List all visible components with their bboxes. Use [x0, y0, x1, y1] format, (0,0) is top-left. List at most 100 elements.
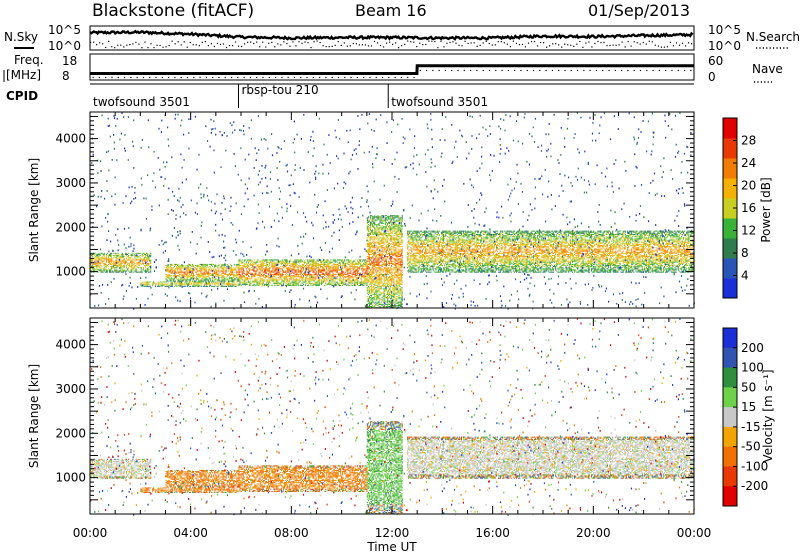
nsearch-point [295, 45, 296, 46]
nsearch-point [253, 43, 254, 44]
power-cell [224, 274, 225, 275]
power-cell [199, 274, 200, 275]
nsearch-point [356, 43, 357, 44]
power-cell [118, 262, 119, 263]
power-cell [148, 259, 149, 260]
power-cell [92, 265, 93, 266]
power-cell [123, 271, 124, 272]
power-cell [148, 284, 149, 285]
power-cell [179, 265, 180, 266]
power-cell [204, 274, 205, 275]
power-cell [140, 258, 141, 259]
power-cell [167, 277, 168, 278]
power-cell [155, 286, 156, 287]
power-cell [138, 253, 139, 254]
nsearch-point [326, 46, 327, 47]
power-cell [197, 266, 198, 267]
power-cell [99, 257, 100, 258]
power-cell [206, 276, 207, 277]
nsearch-point [670, 42, 671, 43]
nsearch-point [96, 44, 97, 45]
power-cell [170, 278, 171, 279]
power-cell [115, 261, 116, 262]
power-cell [131, 265, 132, 266]
power-cell [97, 258, 98, 259]
power-cell [205, 268, 206, 269]
power-cell [187, 271, 188, 272]
power-cell [112, 261, 113, 262]
power-cell [146, 285, 147, 286]
nsearch-point [477, 46, 478, 47]
power-cell [112, 271, 113, 272]
power-cell [126, 261, 127, 262]
power-cell [208, 271, 209, 272]
power-cell [163, 281, 164, 282]
power-cell [123, 261, 124, 262]
nsearch-point [181, 44, 182, 45]
power-cell [126, 257, 127, 258]
power-cell [147, 284, 148, 285]
nave-point [445, 70, 446, 71]
freq-trace [90, 66, 694, 78]
power-cell [201, 279, 202, 280]
power-cell [104, 264, 105, 265]
power-cell [132, 261, 133, 262]
nave-point [269, 77, 270, 78]
power-cell [187, 281, 188, 282]
freq-label-line1: Freq. [14, 53, 44, 67]
power-cell [224, 279, 225, 280]
power-cell [212, 264, 213, 265]
power-cell [203, 286, 204, 287]
power-cell [109, 258, 110, 259]
nsearch-point [304, 41, 305, 42]
nave-point [162, 77, 163, 78]
power-cell [141, 268, 142, 269]
power-cell [143, 255, 144, 256]
power-cell [109, 263, 110, 264]
nsearch-point [622, 41, 623, 42]
power-cell [178, 279, 179, 280]
power-cell [203, 274, 204, 275]
power-cell [110, 271, 111, 272]
power-cell [109, 269, 110, 270]
power-cell [115, 271, 116, 272]
power-cell [167, 269, 168, 270]
power-cell [138, 263, 139, 264]
power-cell [187, 266, 188, 267]
power-cell [197, 284, 198, 285]
power-cell [226, 277, 227, 278]
power-cell [130, 255, 131, 256]
power-cell [168, 266, 169, 267]
nave-point [546, 70, 547, 71]
power-cell [178, 275, 179, 276]
power-cell [212, 273, 213, 274]
power-cell [116, 257, 117, 258]
power-cell [215, 278, 216, 279]
nsearch-point [428, 40, 429, 41]
power-cell [180, 265, 181, 266]
nsearch-point [108, 41, 109, 42]
power-cell [100, 269, 101, 270]
power-cell [216, 279, 217, 280]
power-cell [133, 262, 134, 263]
cpid-segments: twofsound 3501rbsp-tou 210twofsound 3501 [93, 83, 488, 109]
nsearch-point [474, 42, 475, 43]
power-cell [109, 271, 110, 272]
power-cell [139, 264, 140, 265]
power-cell [131, 263, 132, 264]
radar-summary-plot: Blackstone (fitACF) Beam 16 01/Sep/2013 … [0, 0, 800, 554]
power-cell [230, 269, 231, 270]
power-cell [95, 259, 96, 260]
power-cell [119, 265, 120, 266]
nsky-tick-top: 10^5 [48, 23, 81, 37]
power-cell [208, 275, 209, 276]
power-cell [228, 281, 229, 282]
power-cell [228, 284, 229, 285]
power-cell [149, 263, 150, 264]
power-cell [131, 267, 132, 268]
power-cell [191, 266, 192, 267]
power-cell [170, 268, 171, 269]
nsearch-point [398, 47, 399, 48]
power-cell [114, 268, 115, 269]
power-cell [187, 277, 188, 278]
